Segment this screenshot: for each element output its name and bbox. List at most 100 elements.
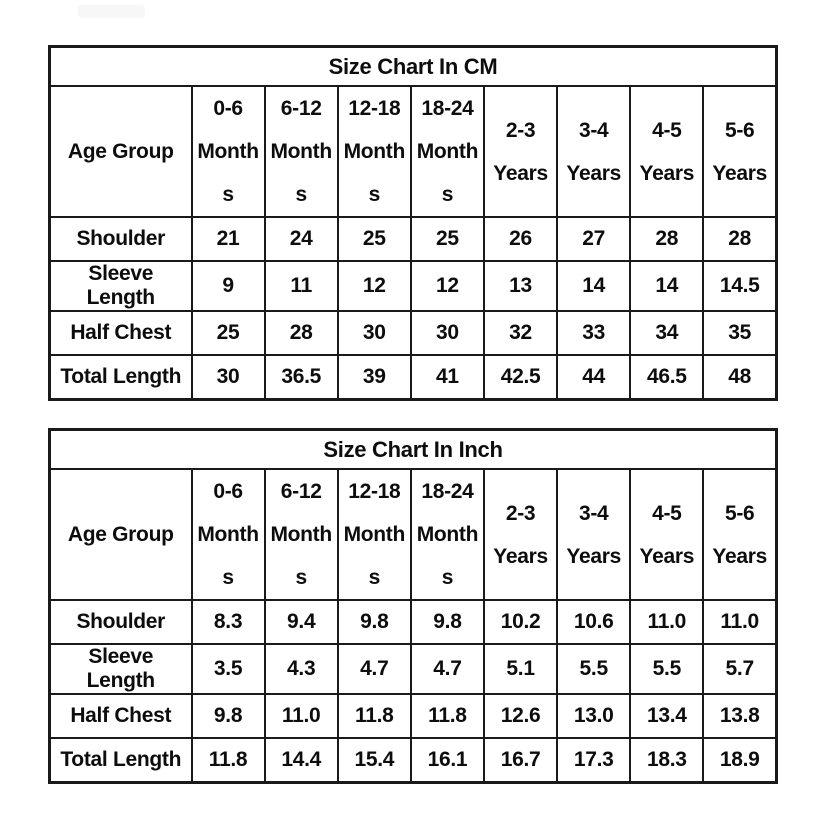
cell-value: 41: [409, 354, 486, 401]
cell-value: 48: [702, 354, 778, 401]
cell-value: 30: [336, 310, 412, 356]
row-label: Half Chest: [48, 693, 193, 739]
cell-value: 13: [482, 260, 559, 312]
table-row: Sleeve Length 9 11 12 12 13 14 14 14.5: [48, 260, 778, 312]
cell-value: 5.5: [556, 643, 632, 695]
cell-value: 17.3: [556, 737, 632, 784]
cell-value: 9.8: [409, 599, 486, 645]
cell-value: 28: [702, 216, 778, 262]
column-header: 3-4 Years: [556, 85, 632, 218]
column-header: 5-6 Years: [702, 468, 778, 601]
cell-value: 42.5: [482, 354, 559, 401]
cell-value: 25: [190, 310, 266, 356]
size-chart-cm-table: Size Chart In CM Age Group 0-6 Month s 6…: [48, 45, 778, 401]
cell-value: 9.8: [190, 693, 266, 739]
cell-value: 11.0: [702, 599, 778, 645]
cell-value: 13.0: [556, 693, 632, 739]
cell-value: 11.0: [263, 693, 339, 739]
cell-value: 12: [336, 260, 412, 312]
table-row: Total Length 30 36.5 39 41 42.5 44 46.5 …: [48, 354, 778, 401]
table-title: Size Chart In Inch: [48, 428, 778, 470]
cell-value: 24: [263, 216, 339, 262]
cell-value: 5.7: [702, 643, 778, 695]
cell-value: 11.8: [409, 693, 486, 739]
cell-value: 10.2: [482, 599, 559, 645]
cell-value: 18.9: [702, 737, 778, 784]
cell-value: 39: [336, 354, 412, 401]
row-label: Sleeve Length: [48, 260, 193, 312]
table-row: Half Chest 9.8 11.0 11.8 11.8 12.6 13.0 …: [48, 693, 778, 739]
cell-value: 8.3: [190, 599, 266, 645]
table-row: Shoulder 21 24 25 25 26 27 28 28: [48, 216, 778, 262]
cell-value: 11: [263, 260, 339, 312]
cell-value: 4.7: [409, 643, 486, 695]
row-label: Shoulder: [48, 599, 193, 645]
cell-value: 46.5: [629, 354, 705, 401]
column-header: 0-6 Month s: [190, 85, 266, 218]
column-header: 2-3 Years: [482, 85, 559, 218]
cell-value: 25: [409, 216, 486, 262]
cell-value: 14: [629, 260, 705, 312]
cell-value: 5.1: [482, 643, 559, 695]
column-header: 4-5 Years: [629, 85, 705, 218]
cell-value: 25: [336, 216, 412, 262]
cell-value: 16.1: [409, 737, 486, 784]
row-label: Total Length: [48, 737, 193, 784]
column-header: 5-6 Years: [702, 85, 778, 218]
cell-value: 21: [190, 216, 266, 262]
cell-value: 12.6: [482, 693, 559, 739]
cell-value: 35: [702, 310, 778, 356]
column-header: 4-5 Years: [629, 468, 705, 601]
table-row: Size Chart In Inch: [48, 428, 778, 470]
cell-value: 9.4: [263, 599, 339, 645]
table-row: Size Chart In CM: [48, 45, 778, 87]
column-header: 3-4 Years: [556, 468, 632, 601]
age-group-header: Age Group: [48, 468, 193, 601]
table-row: Age Group 0-6 Month s 6-12 Month s 12-18…: [48, 468, 778, 601]
row-label: Shoulder: [48, 216, 193, 262]
size-chart-inch-table: Size Chart In Inch Age Group 0-6 Month s…: [48, 428, 778, 784]
column-header: 12-18 Month s: [336, 468, 412, 601]
cell-value: 30: [190, 354, 266, 401]
cell-value: 4.7: [336, 643, 412, 695]
column-header: 18-24 Month s: [409, 85, 486, 218]
cell-value: 30: [409, 310, 486, 356]
cell-value: 33: [556, 310, 632, 356]
cell-value: 44: [556, 354, 632, 401]
cell-value: 32: [482, 310, 559, 356]
table-row: Sleeve Length 3.5 4.3 4.7 4.7 5.1 5.5 5.…: [48, 643, 778, 695]
cell-value: 3.5: [190, 643, 266, 695]
cell-value: 26: [482, 216, 559, 262]
table-row: Age Group 0-6 Month s 6-12 Month s 12-18…: [48, 85, 778, 218]
cell-value: 12: [409, 260, 486, 312]
cell-value: 13.8: [702, 693, 778, 739]
row-label: Sleeve Length: [48, 643, 193, 695]
cell-value: 4.3: [263, 643, 339, 695]
cell-value: 36.5: [263, 354, 339, 401]
cell-value: 34: [629, 310, 705, 356]
cell-value: 14.4: [263, 737, 339, 784]
table-row: Total Length 11.8 14.4 15.4 16.1 16.7 17…: [48, 737, 778, 784]
cell-value: 14: [556, 260, 632, 312]
table-row: Half Chest 25 28 30 30 32 33 34 35: [48, 310, 778, 356]
cell-value: 11.8: [190, 737, 266, 784]
cell-value: 15.4: [336, 737, 412, 784]
cell-value: 16.7: [482, 737, 559, 784]
age-group-header: Age Group: [48, 85, 193, 218]
cell-value: 11.8: [336, 693, 412, 739]
table-title: Size Chart In CM: [48, 45, 778, 87]
column-header: 2-3 Years: [482, 468, 559, 601]
column-header: 6-12 Month s: [263, 468, 339, 601]
cell-value: 18.3: [629, 737, 705, 784]
cell-value: 28: [629, 216, 705, 262]
column-header: 12-18 Month s: [336, 85, 412, 218]
cell-value: 28: [263, 310, 339, 356]
cell-value: 27: [556, 216, 632, 262]
column-header: 6-12 Month s: [263, 85, 339, 218]
column-header: 0-6 Month s: [190, 468, 266, 601]
column-header: 18-24 Month s: [409, 468, 486, 601]
faint-watermark: [78, 5, 145, 18]
cell-value: 5.5: [629, 643, 705, 695]
cell-value: 13.4: [629, 693, 705, 739]
